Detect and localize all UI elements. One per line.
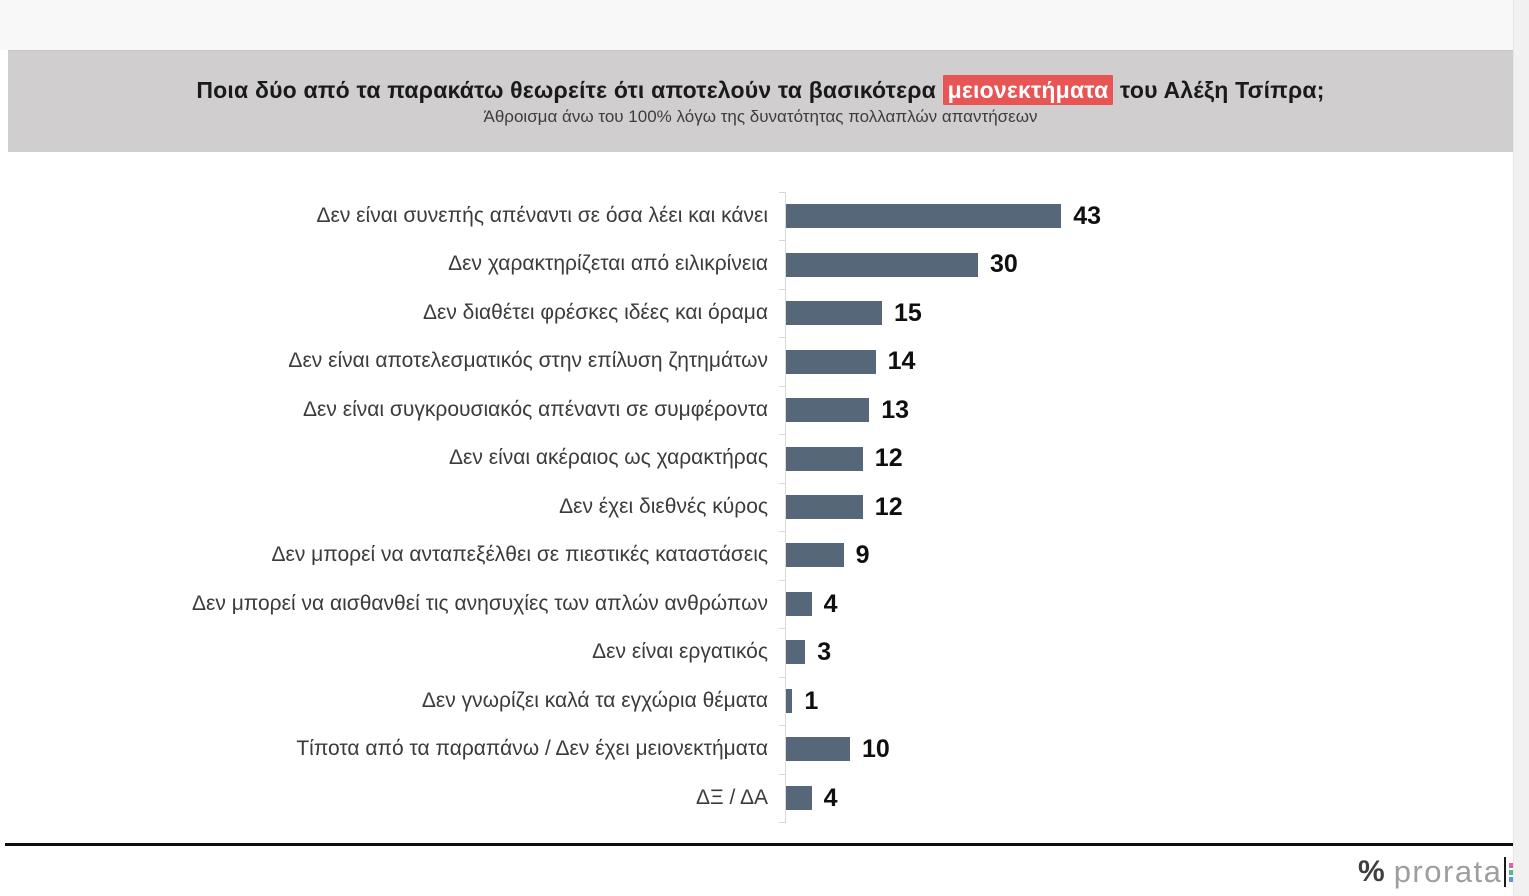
title-highlight: μειονεκτήματα xyxy=(942,74,1114,105)
value-label: 12 xyxy=(874,492,903,521)
chart-title: Ποια δύο από τα παρακάτω θεωρείτε ότι απ… xyxy=(196,74,1325,105)
axis-tick xyxy=(779,677,786,678)
bar xyxy=(786,252,978,277)
category-label: Δεν είναι συνεπής απέναντι σε όσα λέει κ… xyxy=(316,204,768,227)
bar xyxy=(786,543,844,568)
bar xyxy=(786,301,882,326)
top-margin-strip xyxy=(0,0,1513,50)
axis-tick xyxy=(779,531,786,532)
logo-name: prorata xyxy=(1393,854,1503,889)
y-axis-line xyxy=(785,192,786,822)
category-label: Δεν μπορεί να ανταπεξέλθει σε πιεστικές … xyxy=(271,543,768,567)
bar xyxy=(786,785,812,810)
value-label: 3 xyxy=(817,638,832,667)
value-label: 43 xyxy=(1073,202,1101,230)
percent-icon: % xyxy=(1358,855,1385,888)
question-header: Ποια δύο από τα παρακάτω θεωρείτε ότι απ… xyxy=(8,50,1513,152)
value-label: 4 xyxy=(823,783,838,812)
logo-pipe-icon xyxy=(1504,857,1507,887)
footer-divider-line xyxy=(5,843,1529,846)
axis-tick xyxy=(779,289,786,290)
bar xyxy=(786,446,863,471)
value-label: 4 xyxy=(823,589,838,618)
value-label: 30 xyxy=(990,250,1018,279)
bar xyxy=(786,204,1062,229)
bar xyxy=(786,349,876,374)
value-label: 15 xyxy=(894,298,922,327)
axis-tick xyxy=(779,434,786,435)
bar xyxy=(786,737,850,762)
bar xyxy=(786,495,863,519)
value-label: 1 xyxy=(804,686,819,715)
category-label: Δεν μπορεί να αισθανθεί τις ανησυχίες τω… xyxy=(191,591,768,615)
category-label: Δεν είναι ακέραιος ως χαρακτήρας xyxy=(449,446,768,470)
category-label: ΔΞ / ΔΑ xyxy=(695,785,768,809)
axis-tick xyxy=(779,483,786,484)
axis-tick xyxy=(779,628,786,629)
bar xyxy=(786,640,806,665)
axis-tick xyxy=(779,386,786,387)
category-label: Δεν γνωρίζει καλά τα εγχώρια θέματα xyxy=(421,688,768,712)
category-label: Δεν χαρακτηρίζεται από ειλικρίνεια xyxy=(448,252,768,276)
category-label: Δεν διαθέτει φρέσκες ιδέες και όραμα xyxy=(422,300,768,324)
bar xyxy=(786,688,793,713)
category-label: Δεν είναι εργατικός xyxy=(592,640,768,664)
category-label: Δεν έχει διεθνές κύρος xyxy=(559,494,768,518)
axis-tick xyxy=(779,240,786,241)
axis-tick xyxy=(779,337,786,338)
axis-tick xyxy=(779,725,786,726)
chart-subtitle: Άθροισμα άνω του 100% λόγω της δυνατότητ… xyxy=(483,107,1038,127)
value-label: 14 xyxy=(887,347,916,376)
value-label: 13 xyxy=(881,395,909,424)
value-label: 10 xyxy=(862,735,890,764)
axis-tick xyxy=(779,580,786,581)
title-text-after: του Αλέξη Τσίπρα; xyxy=(1113,76,1325,103)
value-label: 12 xyxy=(874,444,903,473)
axis-tick xyxy=(779,774,786,775)
axis-tick xyxy=(779,192,786,193)
plot-area: Δεν είναι συνεπής απέναντι σε όσα λέει κ… xyxy=(0,192,1513,823)
bar xyxy=(786,398,870,423)
value-label: 9 xyxy=(855,541,870,570)
category-label: Τίποτα από τα παραπάνω / Δεν έχει μειονε… xyxy=(296,737,768,761)
axis-tick xyxy=(779,822,786,823)
category-label: Δεν είναι συγκρουσιακός απέναντι σε συμφ… xyxy=(303,397,768,421)
title-text-before: Ποια δύο από τα παρακάτω θεωρείτε ότι απ… xyxy=(196,76,943,103)
category-label: Δεν είναι αποτελεσματικός στην επίλυση ζ… xyxy=(288,349,768,373)
vertical-scrollbar[interactable] xyxy=(1513,0,1529,896)
bar xyxy=(786,591,812,616)
prorata-logo: % prorata xyxy=(1358,853,1527,891)
